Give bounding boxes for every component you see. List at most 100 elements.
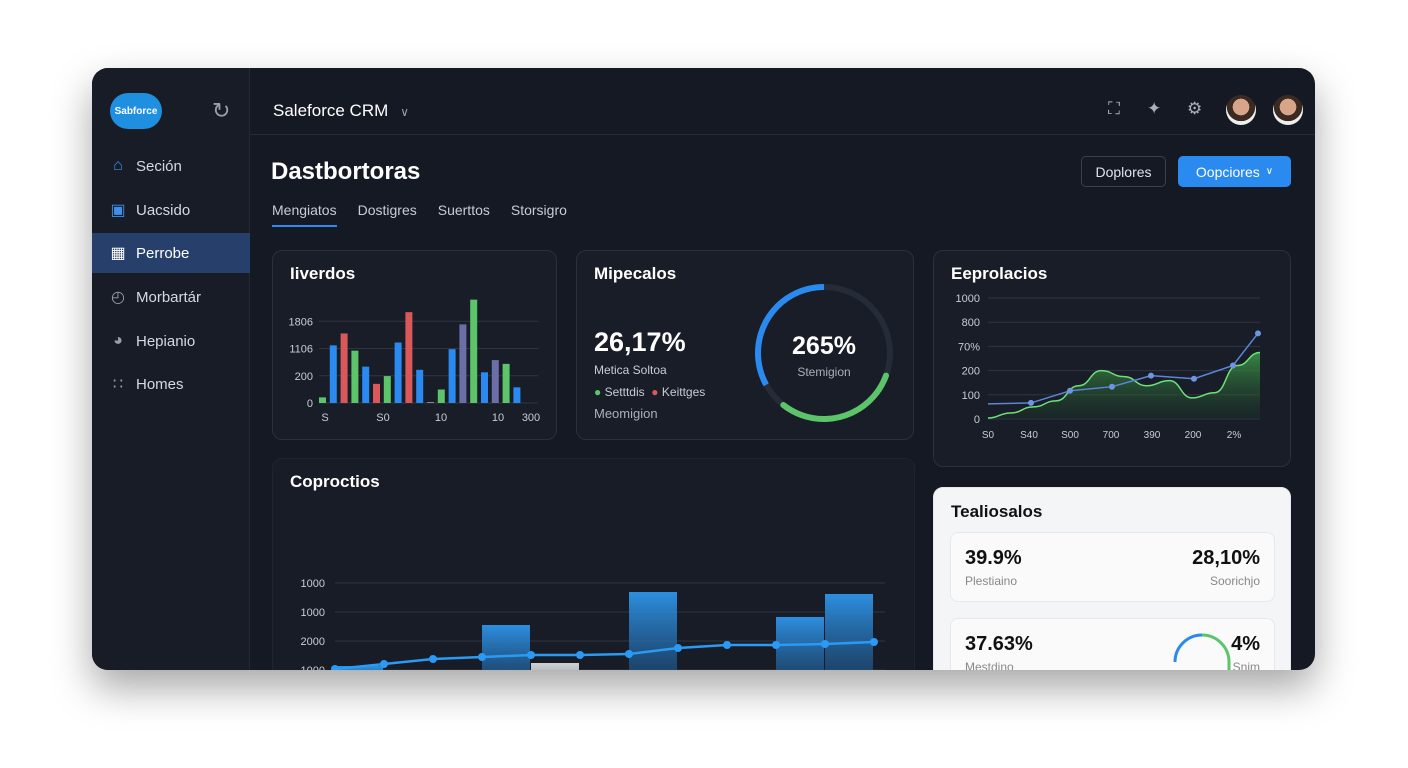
y-tick-label: 1806 <box>289 316 313 328</box>
bar <box>531 663 579 670</box>
stat-label: Plestiaino <box>965 574 1018 588</box>
bar <box>481 372 488 403</box>
tab-bar: Mengiatos Dostigres Suerttos Storsigro <box>272 202 567 227</box>
combo-chart-coproctios: 010002000100010000SortiMortDortNismWardE… <box>301 578 885 670</box>
x-tick-label: 10 <box>492 412 504 424</box>
home-icon: ⌂ <box>113 157 123 174</box>
bar <box>491 360 499 403</box>
donut-chart <box>755 284 893 422</box>
y-tick-label: 200 <box>295 371 313 383</box>
refresh-icon[interactable]: ↻ <box>212 98 231 123</box>
stat-row: 39.9% Plestiaino 28,10% Soorichjo <box>950 532 1275 602</box>
app-switcher[interactable]: Saleforce CRM ∨ <box>273 101 409 121</box>
kpi-subtitle: Metica Soltoa <box>594 363 667 377</box>
trend-line <box>334 640 875 670</box>
chevron-down-icon: ∨ <box>400 105 410 119</box>
trend-point <box>772 641 780 650</box>
card-mipecalos: Mipecalos 26,17% Metica Soltoa ● Setttdi… <box>576 250 914 440</box>
grid-icon: ▦ <box>110 245 126 262</box>
sidebar-item-label: Seción <box>136 157 182 175</box>
tab-mengiatos[interactable]: Mengiatos <box>272 202 337 227</box>
app-title: Saleforce CRM <box>273 101 389 120</box>
x-tick-label: 390 <box>1144 430 1161 441</box>
tab-dostigres[interactable]: Dostigres <box>357 202 417 218</box>
card-title: Mipecalos <box>594 264 677 283</box>
x-tick-label: 700 <box>1103 430 1120 441</box>
sidebar-item-label: Uacsido <box>136 201 191 219</box>
sidebar-item-homes[interactable]: ∷ Homes <box>92 364 250 404</box>
options-dropdown-button[interactable]: Oopciores ∨ <box>1178 156 1291 187</box>
y-tick-label: 1000 <box>956 293 980 305</box>
x-tick-label: 300 <box>522 412 540 424</box>
options-label: Oopciores <box>1195 163 1260 180</box>
bar <box>513 387 521 403</box>
area-green <box>988 352 1260 419</box>
sidebar-item-perrobe[interactable]: ▦ Perrobe <box>92 233 250 273</box>
y-tick-label: 70% <box>958 341 980 353</box>
app-window: Sabforce ↻ ⌂ Seción ▣ Uacsido ▦ Perrobe ◴ Mo… <box>92 68 1315 670</box>
bar <box>405 312 413 403</box>
bar <box>416 369 424 403</box>
stat-value: 4% <box>1231 633 1260 655</box>
mini-ring-chart <box>1173 633 1231 670</box>
bar <box>383 376 391 403</box>
trend-point <box>527 651 535 660</box>
legend-item: Setttdis <box>604 385 645 399</box>
sidebar-item-morbartar[interactable]: ◴ Morbartár <box>92 277 250 317</box>
trend-point <box>576 651 584 660</box>
gift-icon: ▣ <box>110 202 126 219</box>
line-green <box>987 351 1261 419</box>
bar <box>351 350 359 403</box>
y-tick-label: 0 <box>974 414 980 426</box>
apps-icon: ∷ <box>112 376 124 393</box>
sidebar-item-label: Hepianio <box>136 332 196 350</box>
ring-segment-blue <box>1173 633 1203 663</box>
donut-center-value: 265% <box>792 332 856 360</box>
tab-suerttos[interactable]: Suerttos <box>437 202 490 218</box>
sidebar-item-label: Homes <box>136 375 184 393</box>
bar <box>470 299 478 403</box>
page-title: Dastbortoras <box>271 158 421 185</box>
y-tick-label: 1000 <box>301 665 325 670</box>
bar <box>373 383 380 403</box>
scan-icon[interactable]: ⛶ <box>1108 99 1120 118</box>
ring-segment-green <box>1201 633 1231 670</box>
card-tealiosalos: Tealiosalos 39.9% Plestiaino 28,10% Soor… <box>933 487 1291 670</box>
line-chart-eeprolacios: 0 100 200 70% 800 1000 S0 S40 S00 700 390 200 2% <box>956 293 1261 441</box>
tab-storsigro[interactable]: Storsigro <box>510 202 567 218</box>
x-tick-label: S00 <box>1061 430 1079 441</box>
line-blue <box>987 332 1259 405</box>
bar <box>437 389 445 403</box>
y-tick-label: 0 <box>307 398 313 410</box>
card-eeprolacios: Eeprolacios 0 100 200 70% 800 1000 S0 S40 S00 700… <box>933 250 1291 467</box>
bar <box>329 345 337 403</box>
sidebar-item-secion[interactable]: ⌂ Seción <box>92 146 250 186</box>
x-tick-label: S <box>321 412 328 424</box>
trend-point <box>821 639 829 648</box>
bar <box>394 342 402 403</box>
donut-segment-green <box>755 284 893 422</box>
donut-segment-blue <box>755 284 893 422</box>
y-tick-label: 800 <box>962 317 980 329</box>
bar <box>459 324 467 403</box>
settings-icon[interactable]: ⚙ <box>1187 99 1203 118</box>
y-tick-label: 200 <box>962 366 980 378</box>
bar-chart-iiverdos: 0 200 1106 1806 S S0 10 10 300 <box>289 299 540 424</box>
sidebar-item-label: Morbartár <box>136 288 202 306</box>
bar <box>319 397 326 403</box>
secondary-button[interactable]: Doplores <box>1081 156 1166 187</box>
sparkle-icon[interactable]: ✦ <box>1147 99 1162 118</box>
salesforce-logo: Sabforce <box>110 93 162 129</box>
legend-dot-icon: ● <box>594 385 602 399</box>
chevron-down-icon: ∨ <box>1265 166 1274 177</box>
y-tick-label: 1000 <box>301 607 325 619</box>
bar <box>482 624 530 670</box>
bar <box>427 402 434 403</box>
stat-label: Snim <box>1232 660 1260 670</box>
bar <box>340 333 348 403</box>
sidebar-item-uacsido[interactable]: ▣ Uacsido <box>92 190 250 230</box>
sidebar-item-hepianio[interactable]: ◕ Hepianio <box>92 321 250 361</box>
avatar-user-1[interactable] <box>1226 95 1256 125</box>
kpi-value: 26,17% <box>594 327 686 357</box>
avatar-user-2[interactable] <box>1273 95 1303 125</box>
